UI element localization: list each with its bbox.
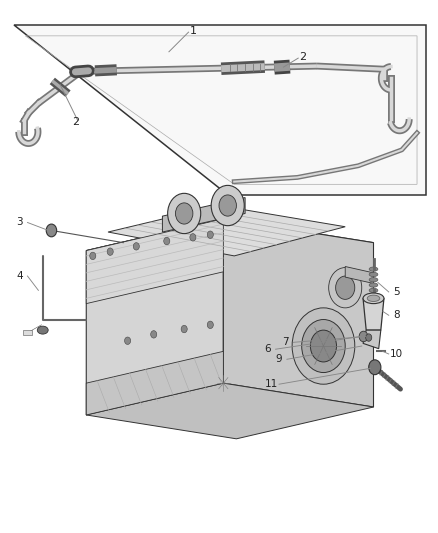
Circle shape — [292, 308, 355, 384]
Circle shape — [369, 360, 381, 375]
Ellipse shape — [369, 278, 378, 282]
Text: 1: 1 — [189, 26, 196, 36]
Ellipse shape — [369, 267, 378, 271]
Text: 4: 4 — [16, 271, 23, 281]
Circle shape — [302, 319, 345, 373]
Circle shape — [207, 321, 213, 328]
Ellipse shape — [367, 295, 380, 302]
Polygon shape — [223, 219, 374, 407]
Text: 8: 8 — [393, 310, 400, 320]
Polygon shape — [86, 219, 223, 415]
Polygon shape — [14, 25, 426, 195]
Ellipse shape — [37, 326, 48, 334]
Polygon shape — [86, 219, 374, 272]
Circle shape — [336, 276, 355, 300]
Circle shape — [311, 330, 336, 362]
Circle shape — [107, 248, 113, 255]
Circle shape — [219, 195, 237, 216]
Circle shape — [190, 233, 196, 241]
Circle shape — [366, 334, 372, 341]
Circle shape — [181, 325, 187, 333]
Text: 6: 6 — [265, 344, 271, 354]
Circle shape — [124, 337, 131, 344]
Text: 5: 5 — [393, 287, 400, 297]
Circle shape — [176, 203, 193, 224]
Circle shape — [168, 193, 201, 233]
Polygon shape — [162, 198, 245, 232]
Text: 3: 3 — [16, 217, 23, 228]
Circle shape — [359, 331, 368, 342]
Circle shape — [90, 252, 96, 260]
Polygon shape — [86, 383, 374, 439]
Text: 11: 11 — [265, 379, 278, 389]
Circle shape — [211, 185, 244, 225]
Bar — [23, 330, 32, 335]
Circle shape — [133, 243, 139, 250]
Circle shape — [164, 237, 170, 245]
Polygon shape — [86, 351, 223, 415]
Polygon shape — [363, 298, 384, 330]
Polygon shape — [363, 330, 381, 349]
Text: 10: 10 — [390, 349, 403, 359]
Circle shape — [46, 224, 57, 237]
Ellipse shape — [369, 272, 378, 277]
Text: 2: 2 — [299, 52, 306, 62]
Ellipse shape — [363, 293, 384, 304]
Circle shape — [207, 231, 213, 238]
Ellipse shape — [369, 288, 378, 293]
Text: 7: 7 — [282, 337, 289, 348]
Polygon shape — [345, 266, 374, 284]
Text: 9: 9 — [276, 354, 283, 364]
Polygon shape — [86, 219, 223, 304]
Circle shape — [328, 268, 362, 308]
Text: 2: 2 — [72, 117, 79, 127]
Ellipse shape — [369, 283, 378, 287]
Polygon shape — [108, 206, 345, 256]
Circle shape — [151, 330, 157, 338]
